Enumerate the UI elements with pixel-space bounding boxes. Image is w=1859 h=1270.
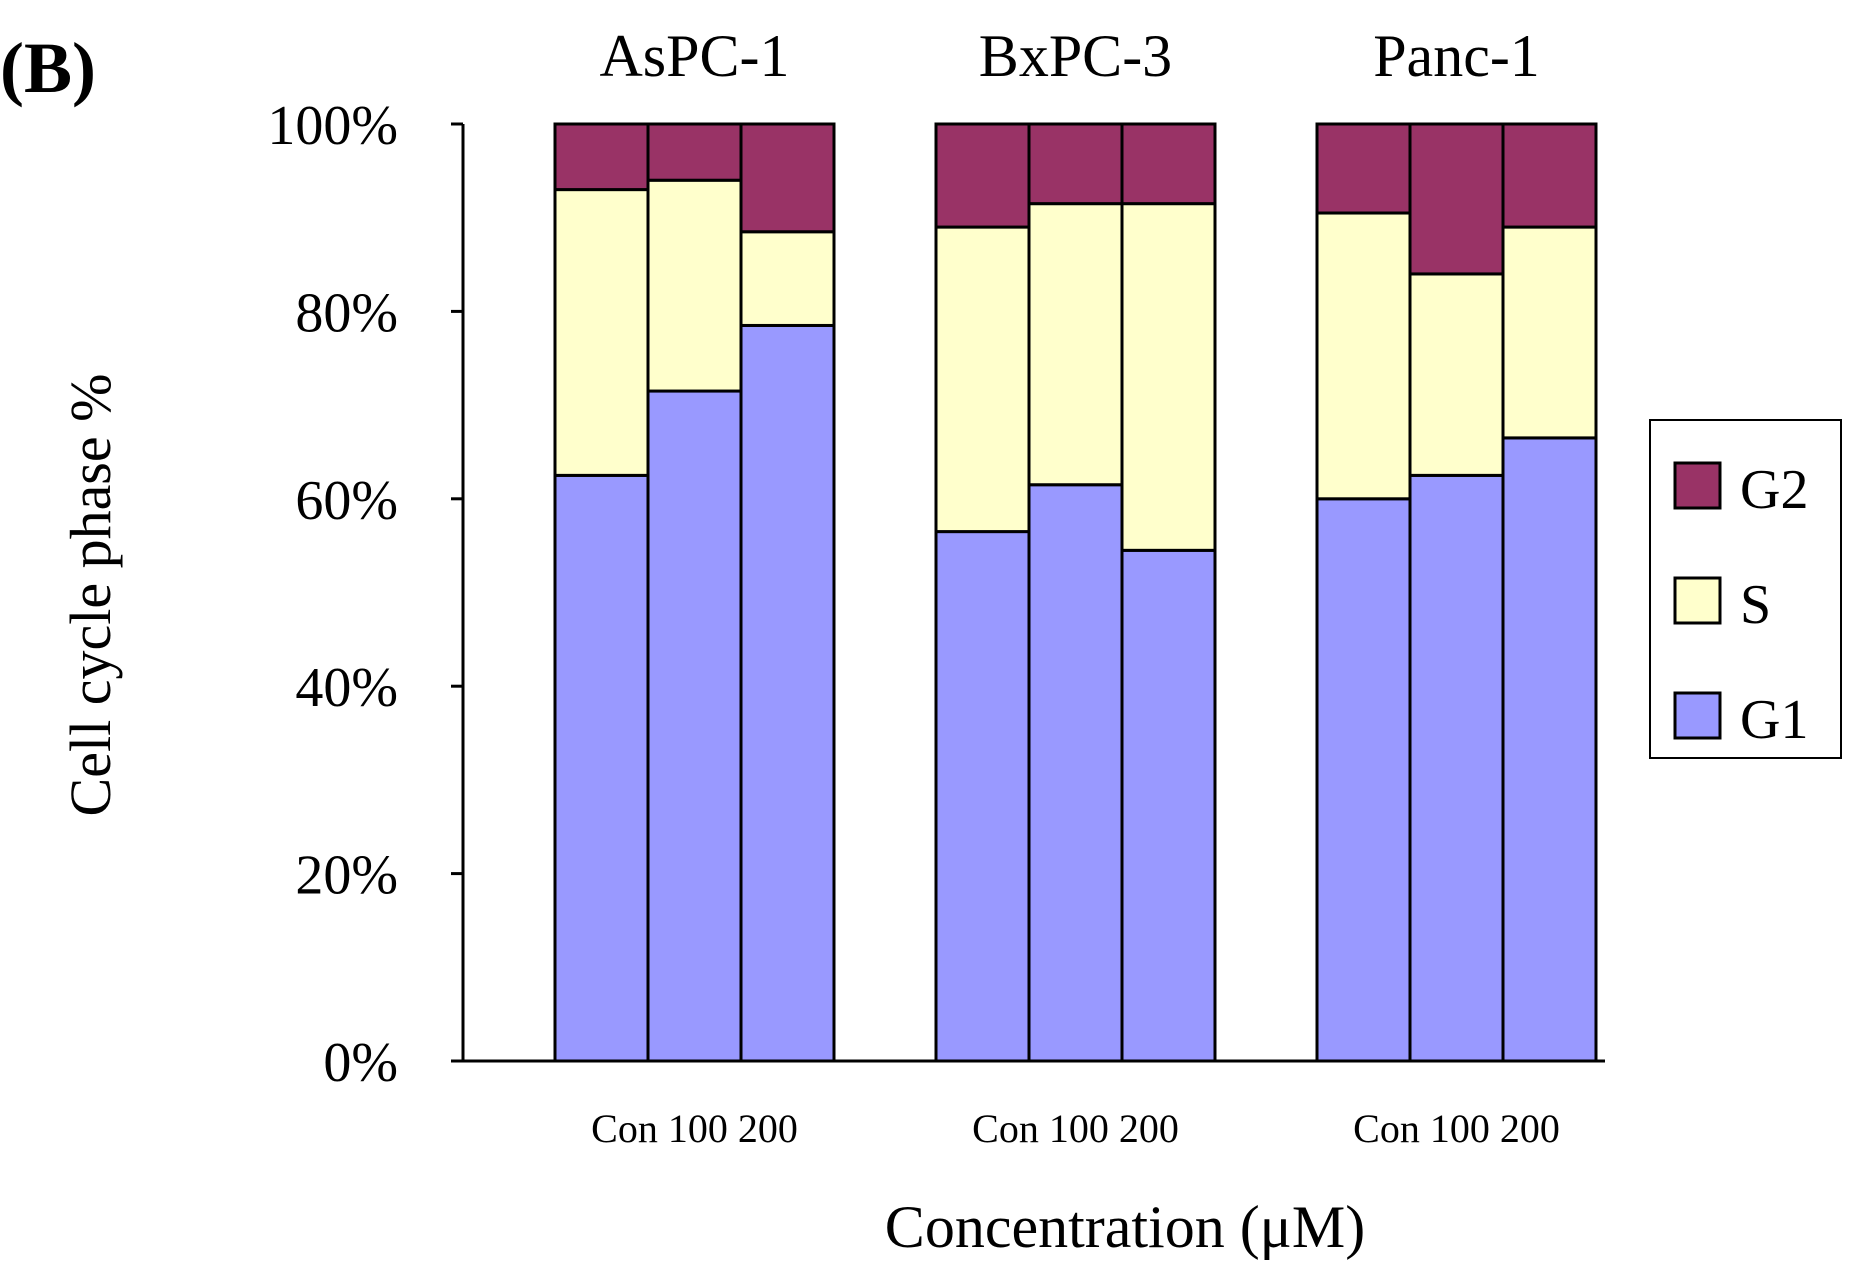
bar-segment-g2 [1408, 122, 1505, 276]
bar-segment-g2 [934, 122, 1031, 229]
y-tick-label: 60% [295, 470, 398, 532]
bar-segment-g1 [1120, 548, 1217, 1063]
bar-segment-g2 [739, 122, 836, 234]
bar-segment-s [1027, 202, 1124, 487]
panel-label: (B) [0, 28, 96, 108]
bar-segment-s [739, 230, 836, 327]
bar-segment-s [553, 188, 650, 477]
category-labels: Con 100 200 Con 100 200 Con 100 200 [591, 1106, 1560, 1151]
group-label: BxPC-3 [979, 23, 1172, 89]
legend-label-g2: G2 [1740, 459, 1808, 521]
bar-segment-s [934, 225, 1031, 534]
legend-label-s: S [1740, 574, 1771, 636]
bar-segment-g1 [1501, 436, 1598, 1063]
group-label: Panc-1 [1373, 23, 1540, 89]
bar-segment-g2 [1315, 122, 1412, 215]
bar-segment-g2 [646, 122, 743, 182]
legend-label-g1: G1 [1740, 689, 1808, 751]
legend: G2 S G1 [1649, 419, 1842, 759]
category-label-row: Con 100 200 [972, 1106, 1179, 1151]
bar-segment-g1 [1315, 497, 1412, 1063]
legend-swatch-s [1673, 576, 1722, 625]
y-tick-label: 20% [295, 845, 398, 907]
bar-segment-g1 [739, 323, 836, 1063]
bar-segment-g1 [934, 530, 1031, 1063]
bar-segment-s [1501, 225, 1598, 440]
group-labels: AsPC-1 BxPC-3 Panc-1 [599, 23, 1539, 89]
bar-segment-g2 [553, 122, 650, 192]
bar-segment-g1 [1408, 473, 1505, 1063]
x-axis-label: Concentration (μM) [885, 1194, 1365, 1260]
bar-segment-g1 [1027, 483, 1124, 1063]
legend-swatch-g1 [1673, 691, 1722, 740]
category-label-row: Con 100 200 [591, 1106, 798, 1151]
y-tick-label: 80% [295, 282, 398, 344]
bar-segment-g2 [1027, 122, 1124, 206]
bar-segment-g1 [646, 389, 743, 1063]
y-axis-label: Cell cycle phase % [58, 374, 123, 817]
y-tick-label: 100% [267, 95, 398, 157]
bar-segment-g1 [553, 473, 650, 1063]
bar-segment-s [1120, 202, 1217, 552]
bar-segment-g2 [1120, 122, 1217, 206]
y-tick-label: 40% [295, 657, 398, 719]
category-label-row: Con 100 200 [1353, 1106, 1560, 1151]
bar-segment-s [1408, 272, 1505, 477]
y-axis-ticks: 0% 20% 40% 60% 80% 100% [267, 95, 463, 1094]
bar-segment-g2 [1501, 122, 1598, 229]
bar-series [553, 122, 1598, 1063]
bar-segment-s [646, 178, 743, 393]
legend-swatch-g2 [1673, 461, 1722, 510]
bar-segment-s [1315, 211, 1412, 501]
group-label: AsPC-1 [599, 23, 789, 89]
y-tick-label: 0% [323, 1032, 398, 1094]
